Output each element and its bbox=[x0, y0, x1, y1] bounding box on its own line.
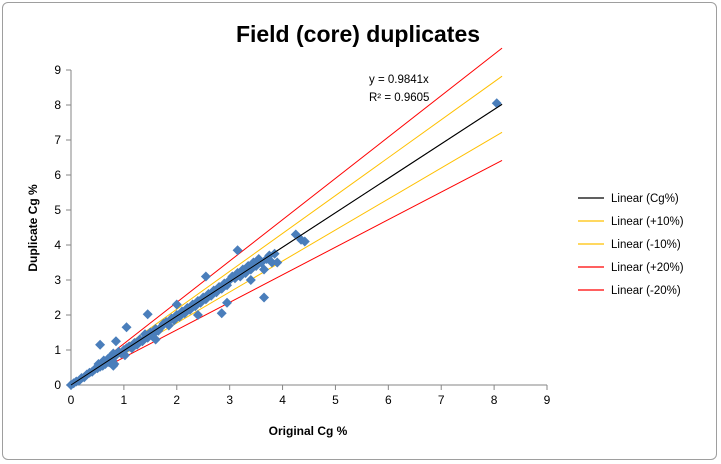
legend: Linear (Cg%) Linear (+10%) Linear (-10%) Li… bbox=[578, 193, 684, 297]
y-axis-title: Duplicate Cg % bbox=[26, 184, 40, 272]
x-tick-label: 7 bbox=[438, 393, 445, 407]
trendline-main-overlay bbox=[70, 103, 503, 386]
data-point bbox=[272, 257, 283, 268]
x-tick-label: 5 bbox=[332, 393, 339, 407]
data-point bbox=[119, 350, 130, 361]
y-tick-label: 9 bbox=[54, 63, 61, 77]
x-tick-label: 4 bbox=[279, 393, 286, 407]
y-tick-label: 6 bbox=[54, 168, 61, 182]
data-point bbox=[245, 275, 256, 285]
data-point bbox=[299, 236, 310, 247]
data-point bbox=[121, 322, 132, 333]
trendline-linear-20- bbox=[70, 159, 503, 386]
data-point bbox=[108, 360, 119, 371]
data-point bbox=[266, 257, 277, 268]
y-tick-label: 2 bbox=[54, 308, 61, 322]
data-point bbox=[200, 271, 211, 282]
legend-label: Linear (-20%) bbox=[611, 285, 681, 297]
data-point bbox=[248, 257, 259, 268]
legend-label: Linear (-10%) bbox=[611, 239, 681, 251]
x-tick-label: 6 bbox=[385, 393, 392, 407]
y-tick-label: 8 bbox=[54, 98, 61, 112]
data-point bbox=[171, 299, 182, 310]
data-point bbox=[222, 297, 233, 308]
data-point bbox=[491, 98, 502, 109]
legend-label: Linear (+10%) bbox=[611, 216, 684, 228]
y-tick-label: 7 bbox=[54, 133, 61, 147]
data-point bbox=[259, 292, 270, 303]
plot-area: 0 1 2 3 4 5 6 7 8 9 0 1 2 3 4 5 6 7 8 9 bbox=[54, 47, 551, 407]
legend-label: Linear (+20%) bbox=[611, 262, 684, 274]
y-tick-label: 0 bbox=[54, 378, 61, 392]
data-point bbox=[232, 245, 243, 256]
y-tick-label: 1 bbox=[54, 343, 61, 357]
chart-title: Field (core) duplicates bbox=[236, 21, 480, 47]
trendline-linear-20- bbox=[70, 47, 503, 386]
x-tick-label: 8 bbox=[491, 393, 498, 407]
data-point bbox=[192, 310, 203, 320]
data-point bbox=[110, 336, 121, 347]
x-tick-label: 0 bbox=[68, 393, 75, 407]
data-point bbox=[259, 264, 270, 275]
r-squared-label: R² = 0.9605 bbox=[369, 92, 429, 104]
data-point bbox=[95, 339, 106, 350]
chart-frame bbox=[2, 2, 717, 460]
x-tick-label: 1 bbox=[121, 393, 128, 407]
y-tick-label: 5 bbox=[54, 203, 61, 217]
x-tick-label: 9 bbox=[544, 393, 551, 407]
data-point bbox=[216, 308, 227, 319]
legend-label: Linear (Cg%) bbox=[611, 193, 679, 205]
trendline-equation: y = 0.9841x bbox=[369, 74, 429, 86]
x-axis-title: Original Cg % bbox=[269, 424, 348, 438]
data-point bbox=[150, 334, 161, 345]
x-tick-label: 3 bbox=[226, 393, 233, 407]
data-point bbox=[142, 309, 153, 320]
y-tick-label: 4 bbox=[54, 238, 61, 252]
y-tick-label: 3 bbox=[54, 273, 61, 287]
x-tick-label: 2 bbox=[173, 393, 180, 407]
